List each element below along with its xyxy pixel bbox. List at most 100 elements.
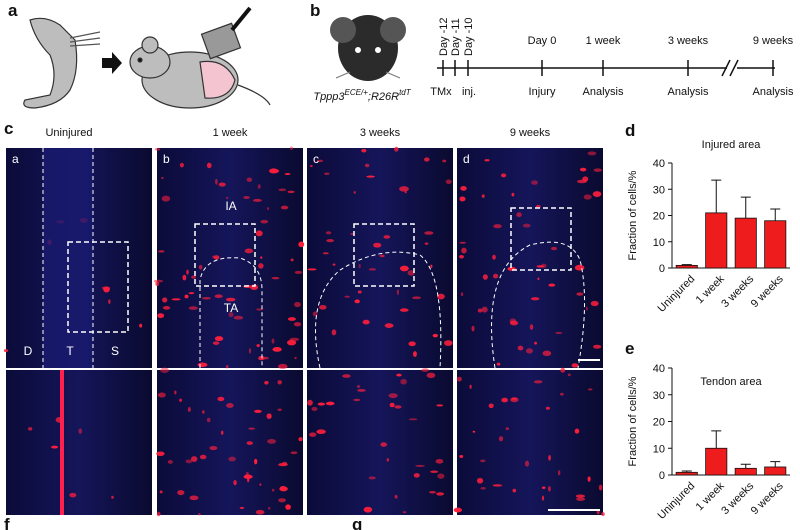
cell-signal [373, 242, 382, 248]
cell-signal [213, 255, 220, 260]
cell-signal [312, 311, 318, 317]
cell-signal [366, 175, 375, 178]
cell-signal [551, 246, 558, 251]
cell-signal [197, 362, 208, 368]
cell-signal [287, 317, 296, 321]
cell-signal [394, 146, 399, 152]
timeline-label: TMx [430, 86, 452, 98]
cell-signal [185, 459, 193, 464]
cell-signal [316, 159, 324, 163]
cell-signal [281, 485, 286, 491]
cell-signal [453, 507, 462, 513]
cell-signal [424, 157, 430, 162]
cell-signal [108, 299, 111, 304]
cell-signal [587, 388, 593, 391]
inset-box [510, 207, 572, 271]
cell-signal [404, 191, 407, 194]
cell-signal [51, 445, 59, 449]
cell-signal [289, 146, 293, 151]
cell-signal [424, 231, 434, 235]
cell-signal [332, 263, 336, 266]
cell-signal [272, 347, 282, 352]
cell-signal [402, 511, 407, 514]
cell-signal [389, 402, 395, 408]
genotype-label: Tppp3ECE/+;R26RtdT [313, 88, 411, 103]
cell-signal [259, 483, 262, 486]
cell-signal [293, 322, 302, 327]
cell-signal [179, 162, 184, 168]
cell-signal [580, 167, 587, 172]
cell-signal [430, 264, 433, 268]
cell-signal [162, 305, 171, 310]
cell-signal [266, 413, 272, 419]
cell-signal [267, 506, 271, 510]
cell-signal [396, 289, 400, 296]
mouse-icon [330, 15, 406, 81]
x-tick-label: 9 weeks [749, 273, 786, 310]
cell-signal [309, 432, 317, 437]
cell-signal [264, 380, 269, 385]
cell-signal [459, 454, 464, 458]
y-tick-label: 40 [653, 363, 665, 375]
cell-signal [256, 344, 260, 347]
cell-signal [436, 492, 445, 496]
timeline-label: Analysis [753, 86, 794, 98]
cell-signal [555, 331, 563, 334]
cell-signal [516, 212, 522, 218]
cell-signal [456, 376, 462, 382]
y-tick-label: 30 [653, 390, 665, 402]
cell-signal [215, 178, 218, 185]
cell-signal [533, 380, 543, 384]
cell-signal [248, 348, 252, 354]
cell-signal [432, 333, 438, 338]
cell-signal [225, 364, 229, 369]
cell-signal [415, 464, 425, 467]
column-label: Uninjured [45, 127, 92, 139]
timeline-label: 9 weeks [753, 35, 794, 47]
cell-signal [209, 446, 218, 451]
cell-signal [257, 184, 261, 189]
cell-signal [162, 297, 168, 303]
micrograph [6, 370, 152, 515]
cell-signal [309, 164, 313, 168]
cell-signal [437, 293, 445, 300]
cell-signal [542, 350, 552, 357]
cell-signal [277, 408, 282, 412]
cell-signal [307, 399, 313, 406]
cell-signal [228, 456, 236, 462]
cell-signal [225, 196, 229, 199]
cell-signal [267, 207, 270, 211]
cell-signal [481, 306, 488, 313]
cell-signal [191, 275, 197, 279]
bar [734, 217, 757, 269]
cell-signal [287, 339, 297, 346]
cell-signal [212, 341, 220, 345]
cell-signal [319, 304, 327, 310]
cell-signal [311, 406, 318, 411]
cell-signal [189, 495, 199, 501]
y-tick-label: 40 [653, 158, 665, 170]
bar [705, 447, 728, 476]
cell-signal [509, 320, 519, 326]
inset-box [194, 223, 256, 287]
cell-signal [583, 194, 592, 200]
cell-signal [198, 513, 201, 516]
error-bar [740, 196, 751, 219]
bar [734, 467, 757, 476]
cell-signal [214, 294, 223, 299]
cell-signal [325, 401, 335, 406]
timeline-label: inj. [462, 86, 476, 98]
cell-signal [399, 265, 409, 272]
cell-signal [386, 458, 390, 462]
subpanel-label: a [12, 152, 19, 166]
cell-signal [426, 372, 436, 379]
cell-signal [590, 300, 599, 307]
cell-signal [437, 473, 445, 479]
bar [675, 264, 698, 269]
timeline-label: Analysis [583, 86, 624, 98]
cell-signal [278, 463, 288, 467]
cell-signal [278, 188, 287, 192]
cell-signal [182, 274, 187, 281]
cell-signal [322, 252, 329, 255]
cell-signal [587, 151, 597, 156]
